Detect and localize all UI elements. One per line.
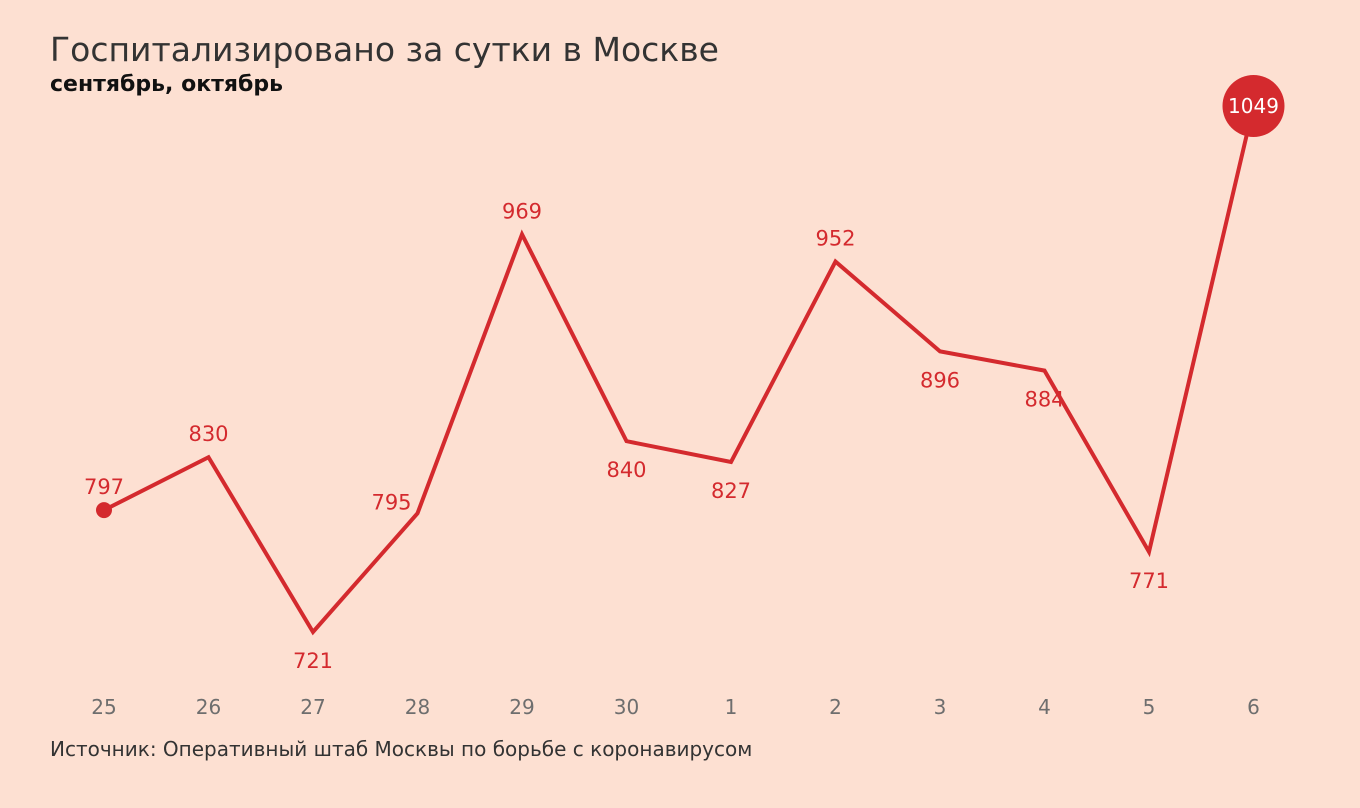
data-label: 797: [84, 475, 124, 499]
data-label: 827: [711, 479, 751, 503]
data-label: 952: [815, 227, 855, 251]
x-tick-label: 28: [405, 695, 430, 719]
x-tick-label: 6: [1247, 695, 1260, 719]
x-tick-label: 29: [509, 695, 534, 719]
data-label: 830: [188, 422, 228, 446]
data-label: 896: [920, 368, 960, 392]
chart-subtitle: сентябрь, октябрь: [50, 72, 284, 97]
series-line: [103, 105, 1256, 636]
data-label: 721: [293, 649, 333, 673]
data-label: 1049: [1228, 94, 1279, 118]
x-tick-label: 25: [91, 695, 116, 719]
source-note: Источник: Оперативный штаб Москвы по бор…: [50, 737, 753, 761]
x-tick-label: 5: [1143, 695, 1156, 719]
x-tick-label: 27: [300, 695, 325, 719]
x-tick-label: 1: [725, 695, 738, 719]
data-point: [1222, 75, 1285, 137]
data-label: 771: [1129, 569, 1169, 593]
x-tick-label: 30: [614, 695, 639, 719]
chart-title: Госпитализировано за сутки в Москве: [50, 30, 719, 69]
data-label: 884: [1024, 388, 1064, 412]
data-label: 840: [606, 458, 646, 482]
x-tick-label: 26: [196, 695, 221, 719]
x-tick-label: 3: [934, 695, 947, 719]
data-label: 795: [371, 490, 411, 514]
x-tick-label: 2: [829, 695, 842, 719]
data-label: 969: [502, 199, 542, 223]
x-tick-label: 4: [1038, 695, 1051, 719]
data-point: [96, 502, 112, 519]
